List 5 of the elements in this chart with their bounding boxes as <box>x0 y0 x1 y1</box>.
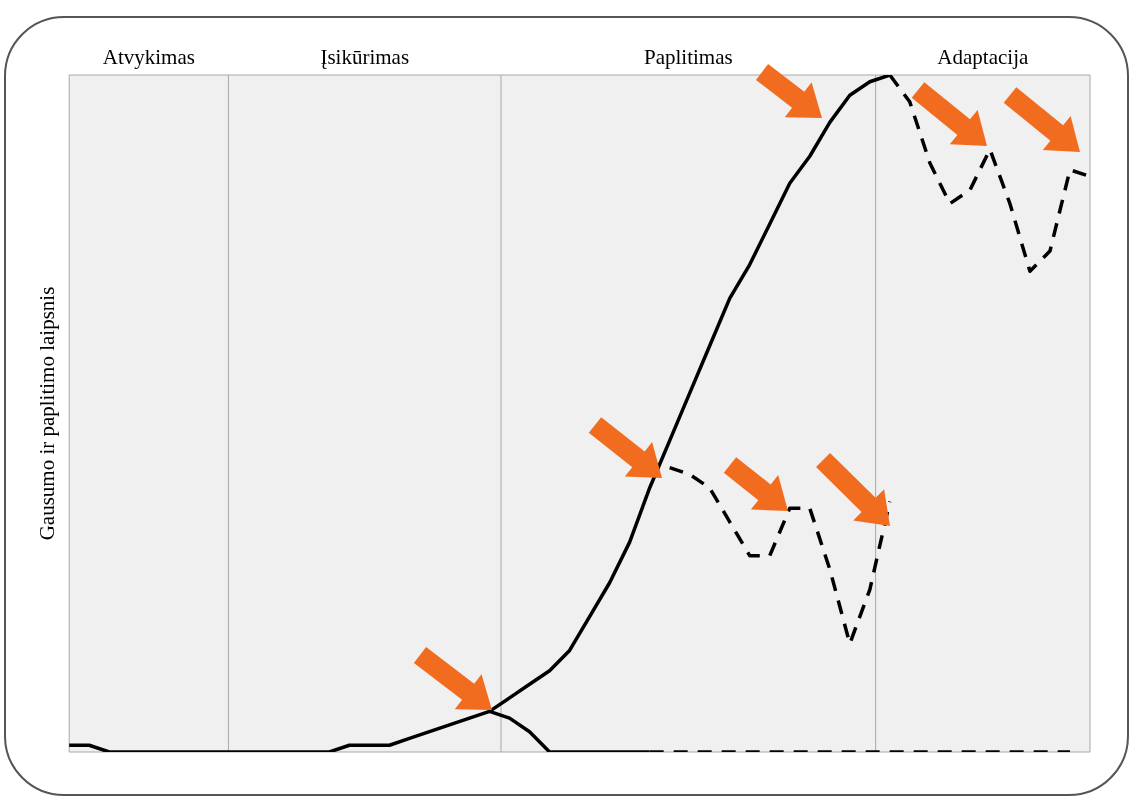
y-axis-title: Gausumo ir paplitimo laipsnis <box>35 286 60 541</box>
text: Įsikūrimas <box>320 45 410 70</box>
text: Adaptacija <box>937 45 1029 70</box>
text: Atvykimas <box>102 45 195 70</box>
text: Paplitimas <box>643 45 733 70</box>
